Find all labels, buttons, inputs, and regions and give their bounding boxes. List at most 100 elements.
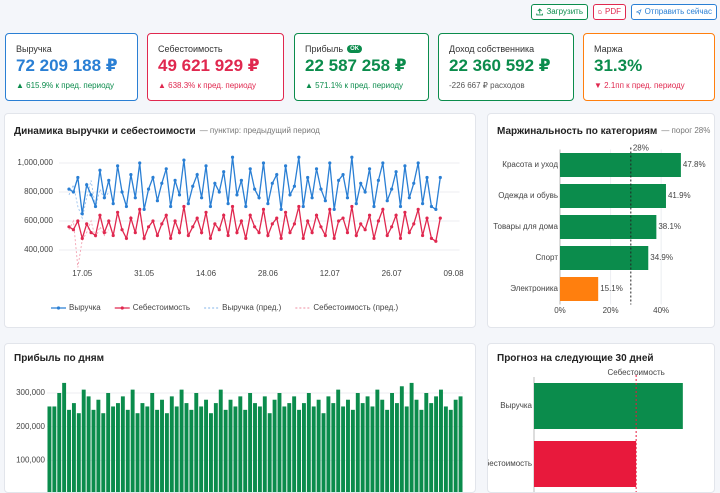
data-point bbox=[120, 190, 124, 194]
category-label: Красота и уход bbox=[502, 160, 558, 169]
bar bbox=[399, 386, 404, 492]
y-tick-label: 1,000,000 bbox=[17, 158, 53, 167]
data-point bbox=[146, 187, 151, 191]
data-point bbox=[350, 155, 354, 159]
data-point bbox=[363, 190, 367, 194]
data-point bbox=[412, 181, 416, 185]
data-point bbox=[160, 181, 164, 185]
data-point bbox=[239, 219, 243, 223]
send-button[interactable]: Отправить сейчас bbox=[631, 4, 717, 20]
reference-label: Себестоимость bbox=[607, 368, 664, 377]
data-point bbox=[398, 236, 403, 240]
chart-title: Прогноз на следующие 30 дней bbox=[497, 353, 654, 364]
data-point bbox=[230, 204, 235, 209]
dashboard: Загрузить PDF Отправить сейчас Выручка 7… bbox=[4, 4, 717, 493]
data-point bbox=[177, 193, 182, 197]
data-point bbox=[89, 193, 93, 197]
data-point bbox=[200, 196, 204, 200]
data-point bbox=[93, 204, 98, 209]
data-point bbox=[173, 219, 177, 223]
pdf-button[interactable]: PDF bbox=[593, 4, 626, 20]
data-point bbox=[235, 231, 239, 235]
legend-dot bbox=[56, 306, 61, 310]
data-point bbox=[266, 202, 270, 206]
bar bbox=[350, 409, 355, 492]
y-tick-label: 800,000 bbox=[24, 187, 53, 196]
data-point bbox=[186, 202, 190, 206]
data-point bbox=[186, 233, 190, 238]
legend-dot bbox=[120, 306, 124, 310]
bar bbox=[560, 215, 657, 239]
kpi-card: Себестоимость 49 621 929 ₽ ▲ 638.3% к пр… bbox=[147, 33, 284, 101]
bar bbox=[96, 399, 101, 492]
bar bbox=[238, 396, 243, 492]
bar bbox=[135, 413, 140, 492]
data-point bbox=[261, 161, 266, 165]
bar bbox=[287, 403, 292, 492]
chart-subtitle: — порог 28% bbox=[661, 126, 710, 135]
button-label: Отправить сейчас bbox=[644, 7, 712, 16]
title-text: Прогноз на следующие 30 дней bbox=[497, 353, 654, 364]
bar bbox=[534, 441, 637, 487]
x-tick-label: 09.08 bbox=[444, 269, 465, 278]
button-label: Загрузить bbox=[546, 7, 583, 16]
data-point bbox=[385, 199, 389, 203]
forecast-panel: Прогноз на следующие 30 дней Выручка Себес… bbox=[487, 343, 715, 493]
data-point bbox=[195, 173, 199, 177]
data-point bbox=[222, 170, 226, 174]
bar bbox=[385, 409, 390, 492]
data-point bbox=[253, 187, 257, 191]
bar bbox=[81, 389, 86, 492]
bar bbox=[409, 382, 414, 492]
bar bbox=[160, 399, 164, 492]
data-point bbox=[337, 219, 341, 223]
kpi-label: Доход собственника bbox=[449, 44, 535, 54]
kpi-value: 22 587 258 ₽ bbox=[305, 56, 407, 75]
bar bbox=[130, 389, 135, 492]
data-point bbox=[376, 219, 380, 223]
data-point bbox=[279, 207, 283, 211]
legend-label: Себестоимость bbox=[133, 303, 190, 312]
data-point bbox=[116, 210, 120, 214]
bar bbox=[257, 406, 262, 492]
data-point bbox=[182, 204, 186, 209]
data-point bbox=[266, 233, 270, 238]
data-point bbox=[208, 236, 213, 240]
data-point bbox=[328, 161, 332, 165]
kpi-label: Маржа bbox=[594, 44, 623, 54]
bar bbox=[424, 393, 429, 492]
bar bbox=[86, 396, 91, 492]
data-point bbox=[390, 187, 394, 191]
x-tick-label: 26.07 bbox=[382, 269, 403, 278]
data-point bbox=[359, 181, 363, 185]
kpi-change: -226 667 ₽ расходов bbox=[449, 81, 525, 90]
data-point bbox=[381, 207, 385, 211]
data-point bbox=[323, 233, 327, 238]
data-point bbox=[345, 196, 350, 200]
bar bbox=[375, 389, 380, 492]
data-point bbox=[367, 213, 372, 217]
category-label: Спорт bbox=[536, 253, 559, 262]
data-point bbox=[372, 236, 376, 240]
kpi-value: 72 209 188 ₽ bbox=[16, 56, 118, 75]
bar bbox=[106, 393, 111, 492]
bar bbox=[560, 184, 666, 208]
data-point bbox=[76, 219, 80, 223]
data-point bbox=[129, 173, 133, 177]
bar bbox=[262, 396, 267, 492]
data-point bbox=[283, 164, 288, 168]
data-point bbox=[102, 196, 106, 200]
data-point bbox=[438, 175, 442, 180]
x-tick-label: 14.06 bbox=[196, 269, 217, 278]
bar bbox=[355, 393, 360, 492]
bar bbox=[111, 406, 116, 492]
bar bbox=[272, 399, 277, 492]
upload-button[interactable]: Загрузить bbox=[531, 4, 588, 20]
legend-label: Выручка bbox=[69, 303, 101, 312]
bar bbox=[125, 409, 130, 492]
bar bbox=[233, 406, 238, 492]
data-point bbox=[292, 222, 297, 226]
y-tick-label: 600,000 bbox=[24, 216, 53, 225]
data-point bbox=[319, 187, 323, 191]
bar bbox=[213, 403, 218, 492]
